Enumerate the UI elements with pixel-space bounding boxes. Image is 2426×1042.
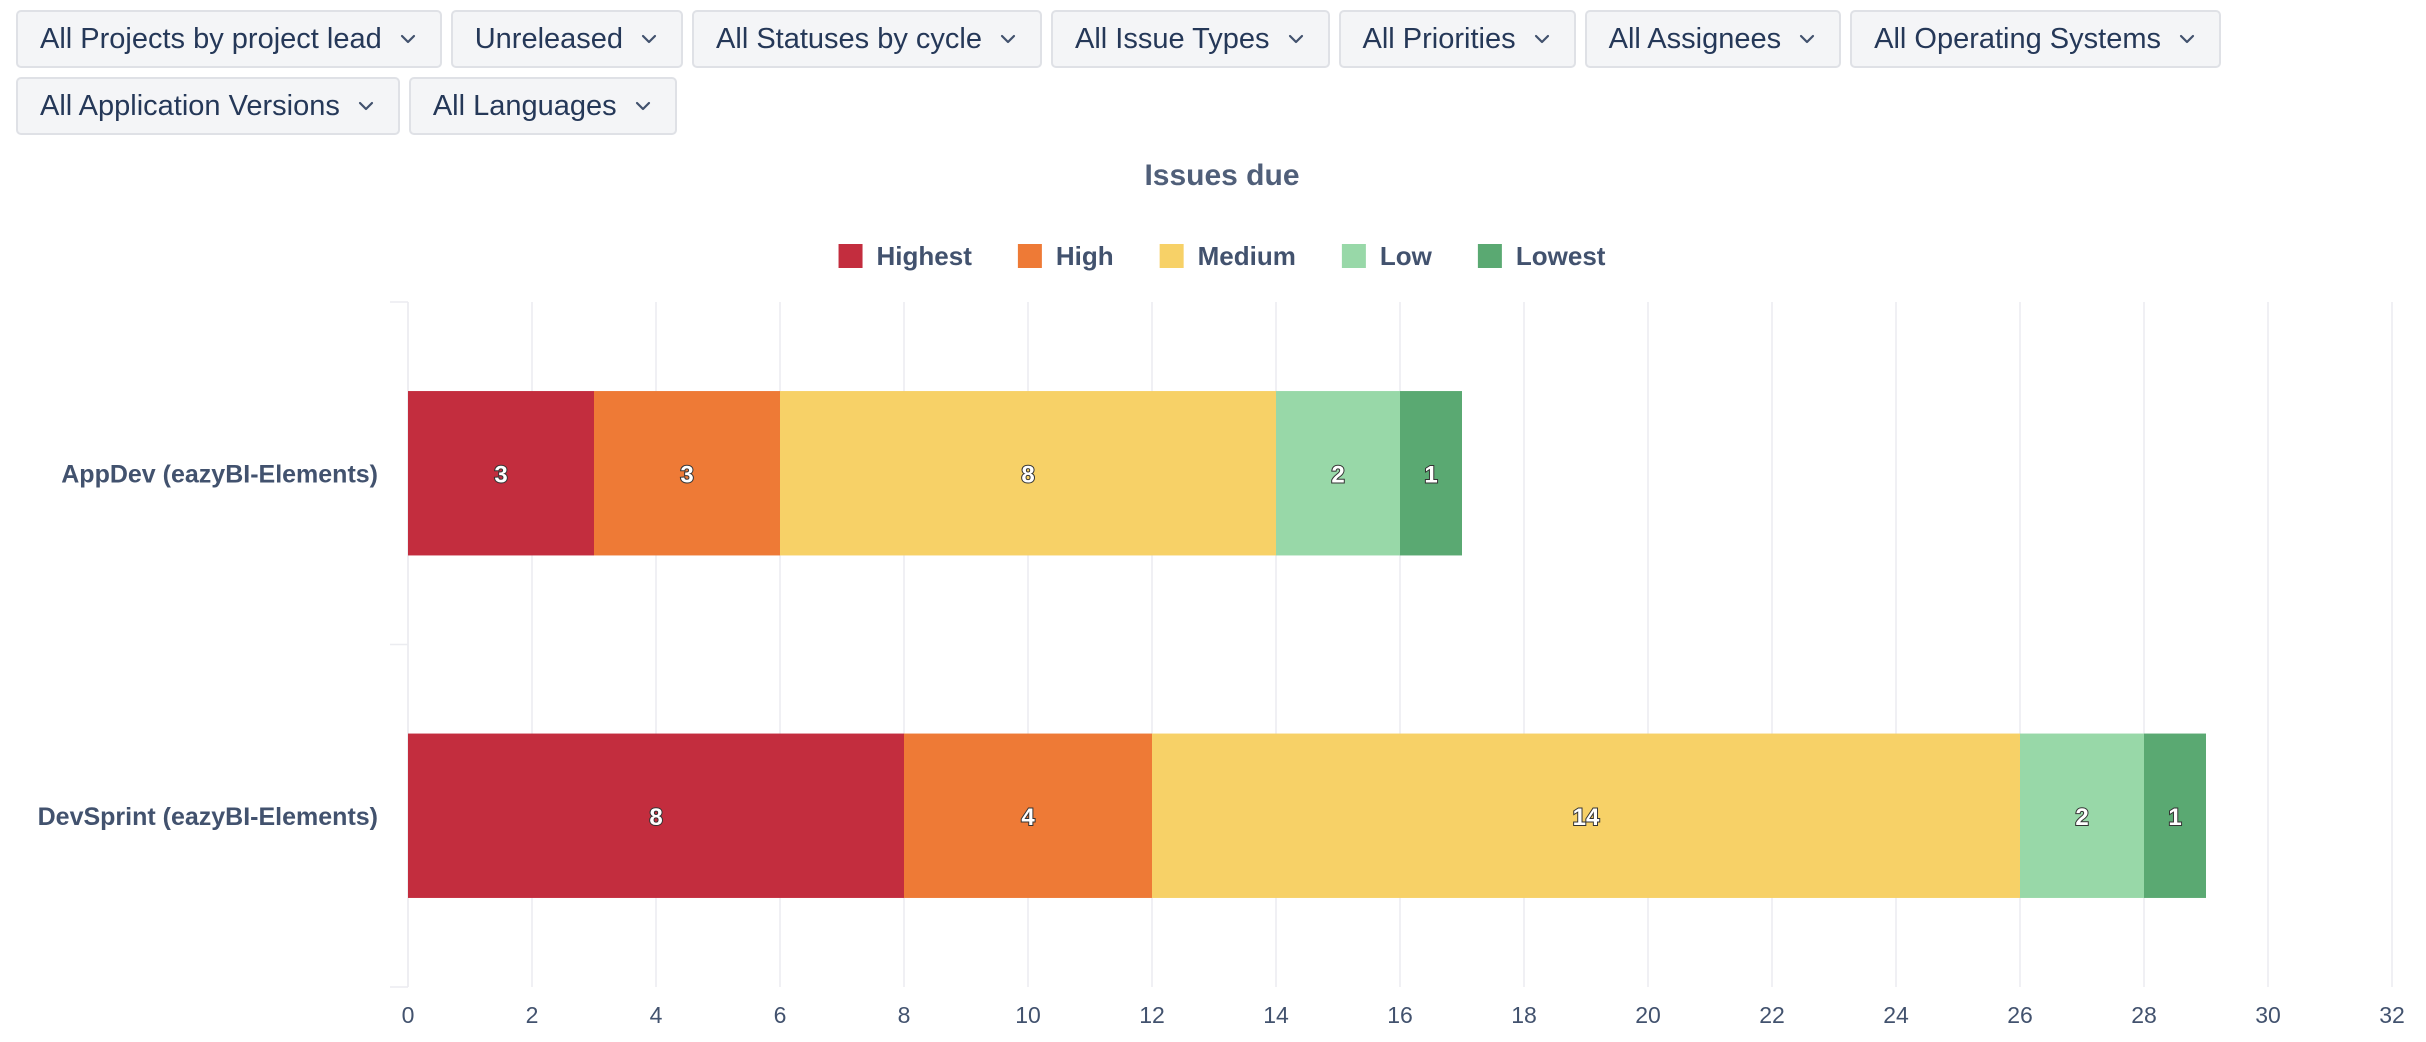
filter-label: All Issue Types [1075,22,1270,55]
filter-label: All Operating Systems [1874,22,2161,55]
filter-label: All Projects by project lead [40,22,382,55]
bar-segment-high[interactable] [594,391,780,556]
bar-segment-lowest[interactable] [1400,391,1462,556]
data-label: 14 [1573,804,1600,831]
legend-item-medium[interactable]: Medium [1159,241,1296,271]
bar-segment-low[interactable] [1276,391,1400,556]
filter-assignees-dropdown[interactable]: All Assignees [1584,10,1842,68]
data-label: 2 [2075,804,2088,831]
chevron-down-icon [356,96,376,116]
x-tick-label: 4 [650,1002,663,1028]
chart-data-labels: 3 3 8 2 1 8 4 14 2 1 [493,460,2182,832]
x-tick-label: 24 [1883,1002,1909,1028]
legend-label: Low [1380,241,1433,271]
legend-label: Lowest [1516,241,1606,271]
filter-label: All Application Versions [40,89,340,122]
chart-legend: Highest High Medium Low Lowest [838,241,1606,271]
chevron-down-icon [1286,29,1306,49]
legend-label: Medium [1198,241,1296,271]
x-tick-label: 10 [1015,1002,1041,1028]
x-tick-label: 12 [1139,1002,1165,1028]
filter-priorities-dropdown[interactable]: All Priorities [1338,10,1576,68]
x-tick-label: 2 [526,1002,539,1028]
legend-swatch [1477,244,1502,268]
x-tick-label: 28 [2131,1002,2157,1028]
filter-issue-types-dropdown[interactable]: All Issue Types [1051,10,1330,68]
x-tick-label: 0 [402,1002,415,1028]
x-tick-label: 22 [1759,1002,1785,1028]
data-label: 8 [649,804,662,831]
filter-label: All Languages [432,89,617,122]
chevron-down-icon [2177,29,2197,49]
legend-item-highest[interactable]: Highest [838,241,973,271]
filter-languages-dropdown[interactable]: All Languages [408,77,677,135]
x-tick-label: 20 [1635,1002,1661,1028]
filter-row: All Projects by project lead Unreleased Al… [16,10,2416,68]
x-tick-label: 6 [774,1002,787,1028]
chevron-down-icon [1797,29,1817,49]
data-label: 3 [494,461,507,488]
filter-label: All Assignees [1608,22,1782,55]
chevron-down-icon [398,29,418,49]
value-axis: 0 2 4 6 8 10 12 14 16 18 20 22 24 26 28 30 32 [402,1002,2405,1028]
bar-segment-lowest[interactable] [2144,733,2206,898]
filter-row: All Application Versions All Languages [16,77,2416,135]
bar-segment-medium[interactable] [1152,733,2020,898]
legend-item-low[interactable]: Low [1341,241,1433,271]
chevron-down-icon [1532,29,1552,49]
category-axis: AppDev (eazyBI-Elements) DevSprint (eazyB… [38,460,378,831]
filter-application-versions-dropdown[interactable]: All Application Versions [16,77,400,135]
data-label: 2 [1331,461,1344,488]
data-label: 4 [1021,804,1035,831]
x-tick-label: 30 [2255,1002,2281,1028]
x-tick-label: 26 [2007,1002,2033,1028]
legend-label: High [1056,241,1114,271]
bar-segment-high[interactable] [904,733,1152,898]
legend-label: Highest [877,241,973,271]
filter-projects-dropdown[interactable]: All Projects by project lead [16,10,442,68]
legend-swatch [1159,244,1184,268]
data-label: 3 [680,461,693,488]
x-tick-label: 14 [1263,1002,1289,1028]
x-tick-label: 16 [1387,1002,1413,1028]
data-label: 1 [2168,804,2181,831]
category-label: DevSprint (eazyBI-Elements) [38,803,378,831]
bar-segment-highest[interactable] [408,391,594,556]
x-tick-label: 8 [898,1002,911,1028]
category-label: AppDev (eazyBI-Elements) [61,460,378,488]
chart-bars [408,391,2206,898]
filter-bar: All Projects by project lead Unreleased Al… [16,10,2416,144]
filter-releases-dropdown[interactable]: Unreleased [450,10,684,68]
legend-swatch [838,244,863,268]
data-label: 1 [1424,461,1437,488]
chevron-down-icon [633,96,653,116]
filter-label: Unreleased [474,22,624,55]
bar-segment-medium[interactable] [780,391,1276,556]
bar-segment-low[interactable] [2020,733,2144,898]
chevron-down-icon [639,29,659,49]
x-tick-label: 32 [2379,1002,2405,1028]
filter-operating-systems-dropdown[interactable]: All Operating Systems [1850,10,2221,68]
chart-title: Issues due [1144,159,1299,192]
filter-label: All Priorities [1362,22,1516,55]
filter-statuses-dropdown[interactable]: All Statuses by cycle [692,10,1042,68]
chevron-down-icon [998,29,1018,49]
filter-label: All Statuses by cycle [716,22,982,55]
legend-item-lowest[interactable]: Lowest [1477,241,1606,271]
legend-item-high[interactable]: High [1017,241,1114,271]
x-tick-label: 18 [1511,1002,1537,1028]
legend-swatch [1017,244,1042,268]
data-label: 8 [1021,461,1034,488]
bar-segment-highest[interactable] [408,733,904,898]
legend-swatch [1341,244,1366,268]
